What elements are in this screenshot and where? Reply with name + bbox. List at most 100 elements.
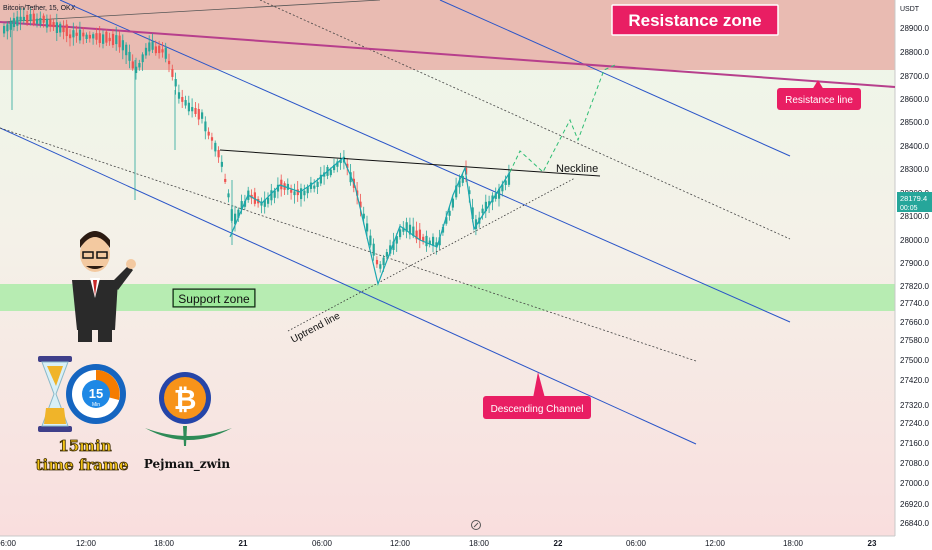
support-zone-label: Support zone	[172, 288, 256, 308]
candle-body	[22, 16, 25, 21]
candle-body	[270, 190, 273, 201]
candle-body	[154, 46, 157, 54]
candle-body	[240, 201, 243, 210]
bitcoin-logo-icon: ₿	[145, 372, 232, 446]
x-tick-label: 12:00	[76, 539, 97, 548]
current-price-tag: 28179.4 00:05	[897, 192, 932, 212]
candle-body	[207, 131, 210, 136]
candle-body	[26, 14, 29, 23]
timer-clock-icon: 15 Min	[66, 364, 126, 424]
candle-body	[293, 191, 296, 196]
candle-body	[49, 19, 52, 27]
svg-text:Resistance zone: Resistance zone	[628, 11, 761, 30]
candle-body	[108, 37, 111, 42]
y-tick-label: 28500.0	[900, 118, 929, 127]
symbol-title: Bitcoin/Tether, 15, OKX	[3, 5, 76, 12]
candle-body	[237, 209, 240, 218]
candle-body	[220, 161, 223, 167]
candle-body	[144, 47, 148, 56]
candle-body	[296, 189, 299, 196]
candle-body	[197, 109, 200, 120]
candle-body	[210, 137, 214, 141]
currency-label: USDT	[900, 6, 920, 13]
candle-body	[164, 47, 167, 59]
candle-body	[187, 102, 190, 112]
svg-text:Min: Min	[92, 402, 100, 408]
candle-body	[465, 167, 468, 175]
candle-body	[59, 23, 62, 33]
candle-body	[75, 32, 78, 36]
candle-body	[88, 34, 91, 39]
candle-body	[141, 54, 144, 63]
candle-body	[461, 175, 464, 183]
candle-body	[168, 60, 171, 65]
svg-text:Support zone: Support zone	[178, 292, 250, 306]
candle-body	[329, 169, 332, 176]
candle-body	[286, 183, 289, 190]
y-tick-label: 27580.0	[900, 336, 929, 345]
x-tick-label: 06:00	[626, 539, 647, 548]
resistance-line-callout: Resistance line	[777, 80, 861, 110]
y-tick-label: 27900.0	[900, 259, 929, 268]
x-tick-label: 06:00	[0, 539, 17, 548]
y-tick-label: 28400.0	[900, 142, 929, 151]
candle-body	[399, 229, 402, 238]
x-tick-label: 21	[239, 539, 248, 548]
x-tick-label: 22	[554, 539, 563, 548]
candle-body	[98, 33, 101, 44]
candle-body	[471, 207, 474, 220]
candle-body	[217, 149, 220, 158]
y-tick-label: 28100.0	[900, 212, 929, 221]
candle-body	[501, 184, 504, 192]
time-scroll-icon[interactable]	[471, 520, 481, 530]
support-zone	[0, 284, 895, 311]
candle-body	[161, 49, 164, 53]
y-tick-label: 27660.0	[900, 318, 929, 327]
candle-body	[359, 201, 362, 208]
candle-body	[504, 180, 507, 185]
candle-body	[319, 174, 322, 184]
candle-body	[82, 32, 85, 37]
neckline	[219, 149, 601, 177]
candle-body	[481, 208, 484, 214]
candle-body	[158, 45, 161, 54]
candle-body	[425, 235, 428, 247]
candle-body	[448, 210, 451, 216]
svg-text:Descending Channel: Descending Channel	[491, 404, 584, 415]
candle-body	[290, 189, 293, 193]
y-tick-label: 28900.0	[900, 24, 929, 33]
candle-body	[128, 51, 131, 61]
candle-body	[32, 13, 35, 24]
candle-body	[438, 237, 441, 246]
candle-body	[19, 16, 22, 22]
candle-body	[273, 190, 276, 198]
candle-body	[227, 193, 230, 198]
candle-body	[52, 22, 55, 28]
candle-body	[95, 33, 98, 40]
candle-body	[494, 193, 497, 199]
candle-body	[316, 181, 319, 187]
candle-body	[6, 24, 9, 32]
candle-body	[395, 236, 398, 244]
candle-body	[135, 66, 138, 74]
candle-body	[260, 201, 263, 206]
candle-body	[458, 180, 461, 188]
candle-body	[181, 96, 184, 102]
y-tick-label: 27160.0	[900, 439, 929, 448]
x-tick-label: 18:00	[783, 539, 804, 548]
y-tick-label: 28300.0	[900, 165, 929, 174]
y-tick-label: 28700.0	[900, 72, 929, 81]
candle-body	[435, 242, 438, 247]
thin-trend-line	[0, 0, 381, 23]
candle-body	[72, 30, 75, 38]
candle-body	[339, 159, 342, 164]
candle-body	[45, 18, 49, 28]
y-tick-label: 28600.0	[900, 95, 929, 104]
candle-body	[498, 188, 501, 199]
candle-body	[303, 190, 306, 196]
y-tick-label: 27320.0	[900, 401, 929, 410]
candle-body	[224, 178, 227, 182]
timeframe-line2: time frame	[36, 456, 129, 474]
